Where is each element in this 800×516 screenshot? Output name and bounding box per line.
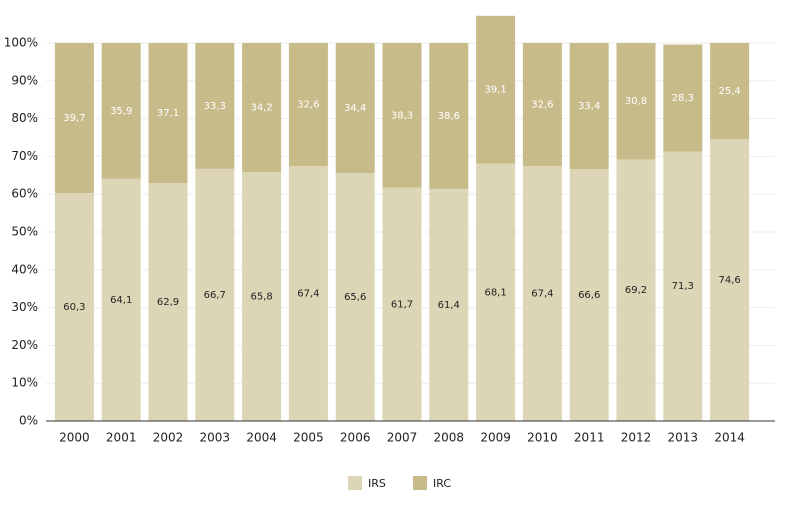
value-label: 62,9 xyxy=(157,297,179,308)
x-tick-label: 2012 xyxy=(621,431,652,445)
bar-segment xyxy=(101,43,141,179)
value-label: 65,6 xyxy=(344,292,366,303)
value-label: 38,3 xyxy=(391,110,413,121)
y-tick-label: 50% xyxy=(11,225,38,239)
value-label: 33,3 xyxy=(204,101,226,112)
legend-label: IRS xyxy=(368,477,386,490)
x-tick-label: 2010 xyxy=(527,431,558,445)
value-label: 64,1 xyxy=(110,295,132,306)
bar-segment xyxy=(335,173,375,421)
x-tick-label: 2007 xyxy=(387,431,418,445)
x-tick-label: 2005 xyxy=(293,431,324,445)
y-tick-label: 80% xyxy=(11,111,38,125)
legend-label: IRC xyxy=(433,477,451,490)
x-tick-label: 2000 xyxy=(59,431,90,445)
y-tick-label: 20% xyxy=(11,338,38,352)
value-label: 25,4 xyxy=(718,86,740,97)
bar-segment xyxy=(195,43,235,169)
bar-segment xyxy=(663,44,703,152)
value-label: 66,6 xyxy=(578,290,600,301)
y-tick-label: 10% xyxy=(11,376,38,390)
bar-segment xyxy=(148,183,188,421)
x-tick-label: 2009 xyxy=(480,431,511,445)
y-tick-label: 40% xyxy=(11,262,38,276)
y-tick-label: 0% xyxy=(19,414,38,428)
value-label: 34,4 xyxy=(344,103,366,114)
y-tick-label: 100% xyxy=(4,36,38,50)
bar-segment xyxy=(288,166,328,421)
value-label: 69,2 xyxy=(625,285,647,296)
bar-segment xyxy=(522,43,562,167)
bar-segment xyxy=(522,166,562,421)
value-label: 34,2 xyxy=(250,103,272,114)
bar-segment xyxy=(242,172,282,421)
x-tick-label: 2011 xyxy=(574,431,605,445)
value-label: 33,4 xyxy=(578,101,600,112)
bar-segment xyxy=(710,43,750,140)
bar-segment xyxy=(616,159,656,421)
x-tick-label: 2002 xyxy=(153,431,184,445)
bar-segment xyxy=(288,43,328,167)
bar-segment xyxy=(569,169,609,421)
bar-segment xyxy=(382,43,422,188)
bar-segment xyxy=(429,43,469,189)
value-label: 68,1 xyxy=(484,287,506,298)
bar-segment xyxy=(148,43,188,184)
value-label: 37,1 xyxy=(157,108,179,119)
bar-segment xyxy=(101,178,141,421)
bar-segment xyxy=(242,43,282,173)
x-tick-label: 2004 xyxy=(246,431,277,445)
value-label: 67,4 xyxy=(297,289,319,300)
x-tick-label: 2003 xyxy=(200,431,231,445)
value-label: 39,1 xyxy=(484,85,506,96)
x-tick-label: 2008 xyxy=(434,431,465,445)
value-label: 61,7 xyxy=(391,299,413,310)
x-tick-label: 2001 xyxy=(106,431,137,445)
y-tick-label: 30% xyxy=(11,300,38,314)
x-tick-label: 2013 xyxy=(668,431,699,445)
value-label: 39,7 xyxy=(63,113,85,124)
x-tick-label: 2014 xyxy=(714,431,745,445)
y-tick-label: 90% xyxy=(11,73,38,87)
y-tick-label: 60% xyxy=(11,187,38,201)
bar-segment xyxy=(476,15,516,164)
bar-segment xyxy=(663,151,703,421)
value-label: 60,3 xyxy=(63,302,85,313)
bar-segment xyxy=(54,43,94,194)
value-label: 74,6 xyxy=(718,275,740,286)
bar-segment xyxy=(616,43,656,160)
bar-segment xyxy=(195,168,235,421)
value-label: 28,3 xyxy=(672,93,694,104)
value-label: 38,6 xyxy=(438,111,460,122)
y-tick-label: 70% xyxy=(11,149,38,163)
bar-segment xyxy=(710,139,750,421)
value-label: 71,3 xyxy=(672,281,694,292)
legend-swatch xyxy=(413,476,427,490)
bar-segment xyxy=(335,43,375,174)
bar-segment xyxy=(476,163,516,421)
value-label: 32,6 xyxy=(531,100,553,111)
bar-segment xyxy=(54,193,94,421)
value-label: 32,6 xyxy=(297,100,319,111)
value-label: 67,4 xyxy=(531,289,553,300)
value-label: 61,4 xyxy=(438,300,460,311)
value-label: 65,8 xyxy=(250,292,272,303)
value-label: 35,9 xyxy=(110,106,132,117)
value-label: 30,8 xyxy=(625,96,647,107)
value-label: 66,7 xyxy=(204,290,226,301)
bar-segment xyxy=(569,43,609,170)
bar-segment xyxy=(429,188,469,421)
legend-swatch xyxy=(348,476,362,490)
x-tick-label: 2006 xyxy=(340,431,371,445)
bar-segment xyxy=(382,187,422,421)
